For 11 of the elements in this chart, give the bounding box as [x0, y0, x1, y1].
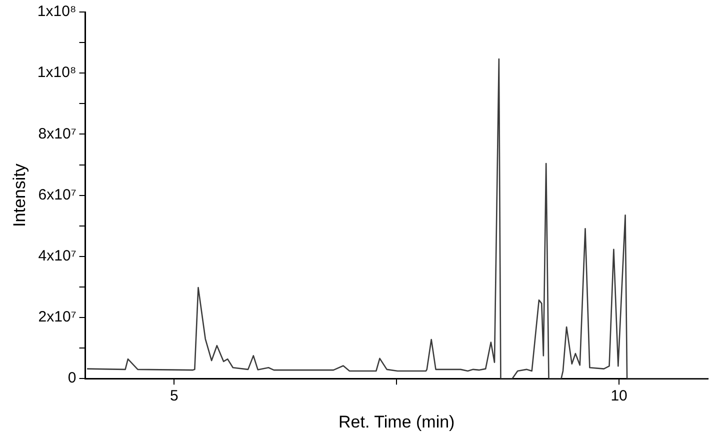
x-tick-label: 5	[170, 388, 178, 405]
y-tick-label: 1x10⁸	[37, 3, 76, 20]
x-tick-label: 10	[610, 388, 628, 405]
y-tick-label: 2x10⁷	[38, 308, 76, 326]
y-tick-label: 1x10⁸	[37, 64, 76, 82]
y-tick-label: 4x10⁷	[38, 248, 76, 265]
y-tick-label: 0	[68, 370, 76, 387]
y-tick-label: 8x10⁷	[38, 125, 76, 142]
y-axis-title: Intensity	[10, 163, 29, 227]
x-axis-title: Ret. Time (min)	[338, 412, 455, 432]
y-tick-label: 6x10⁷	[38, 186, 76, 204]
